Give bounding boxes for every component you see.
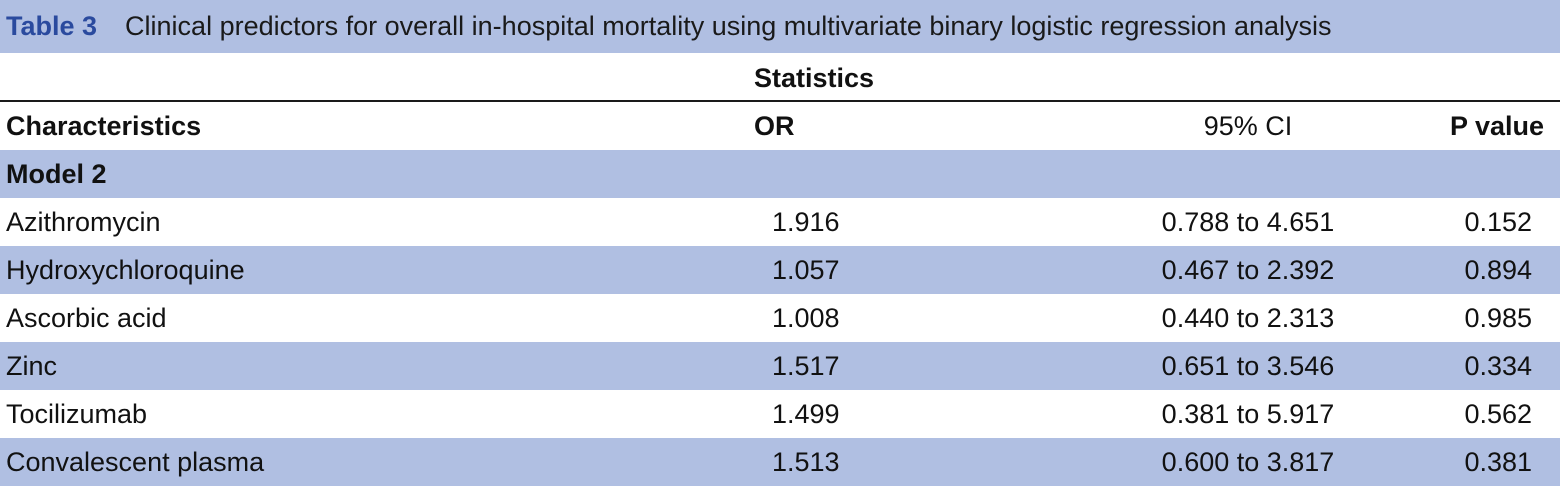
row-or: 1.057: [772, 254, 840, 285]
table-title: Clinical predictors for overall in-hospi…: [125, 11, 1332, 41]
statistics-blank-cell: [0, 53, 748, 102]
row-or: 1.916: [772, 206, 840, 237]
row-p-value: 0.381: [1464, 446, 1533, 477]
table-caption: Table 3 Clinical predictors for overall …: [0, 0, 1560, 53]
section-label: Model 2: [6, 158, 107, 189]
column-header-characteristics: Characteristics: [6, 110, 202, 141]
row-or: 1.499: [772, 398, 840, 429]
row-p-value: 0.985: [1464, 302, 1533, 333]
table-row: Ascorbic acid 1.008 0.440 to 2.313 0.985: [0, 294, 1560, 342]
row-name: Hydroxychloroquine: [6, 254, 245, 285]
column-header-row: Characteristics OR 95% CI P value: [0, 101, 1560, 150]
table-row: Hydroxychloroquine 1.057 0.467 to 2.392 …: [0, 246, 1560, 294]
statistics-header-row: Statistics: [0, 53, 1560, 102]
column-header-ci: 95% CI: [1203, 110, 1293, 141]
row-p-value: 0.562: [1464, 398, 1533, 429]
section-row: Model 2: [0, 150, 1560, 198]
table-row: Azithromycin 1.916 0.788 to 4.651 0.152: [0, 198, 1560, 246]
row-or: 1.517: [772, 350, 840, 381]
table-row: Tocilizumab 1.499 0.381 to 5.917 0.562: [0, 390, 1560, 438]
regression-table: Statistics Characteristics OR 95% CI P v…: [0, 53, 1560, 486]
row-name: Ascorbic acid: [6, 302, 167, 333]
row-name: Convalescent plasma: [6, 446, 265, 477]
row-ci: 0.440 to 2.313: [1161, 302, 1335, 333]
row-name: Zinc: [6, 350, 58, 381]
statistics-header: Statistics: [748, 53, 1560, 102]
row-or: 1.513: [772, 446, 840, 477]
row-name: Tocilizumab: [6, 398, 148, 429]
row-p-value: 0.894: [1464, 254, 1533, 285]
row-ci: 0.381 to 5.917: [1161, 398, 1335, 429]
row-ci: 0.788 to 4.651: [1161, 206, 1335, 237]
table-row: Convalescent plasma 1.513 0.600 to 3.817…: [0, 438, 1560, 486]
row-ci: 0.467 to 2.392: [1161, 254, 1335, 285]
column-header-or: OR: [754, 110, 795, 141]
table-number: Table 3: [6, 11, 98, 41]
row-ci: 0.651 to 3.546: [1161, 350, 1335, 381]
row-ci: 0.600 to 3.817: [1161, 446, 1335, 477]
row-p-value: 0.152: [1464, 206, 1533, 237]
row-name: Azithromycin: [6, 206, 161, 237]
row-p-value: 0.334: [1464, 350, 1533, 381]
column-header-p-value: P value: [1449, 110, 1545, 141]
table-row: Zinc 1.517 0.651 to 3.546 0.334: [0, 342, 1560, 390]
row-or: 1.008: [772, 302, 840, 333]
